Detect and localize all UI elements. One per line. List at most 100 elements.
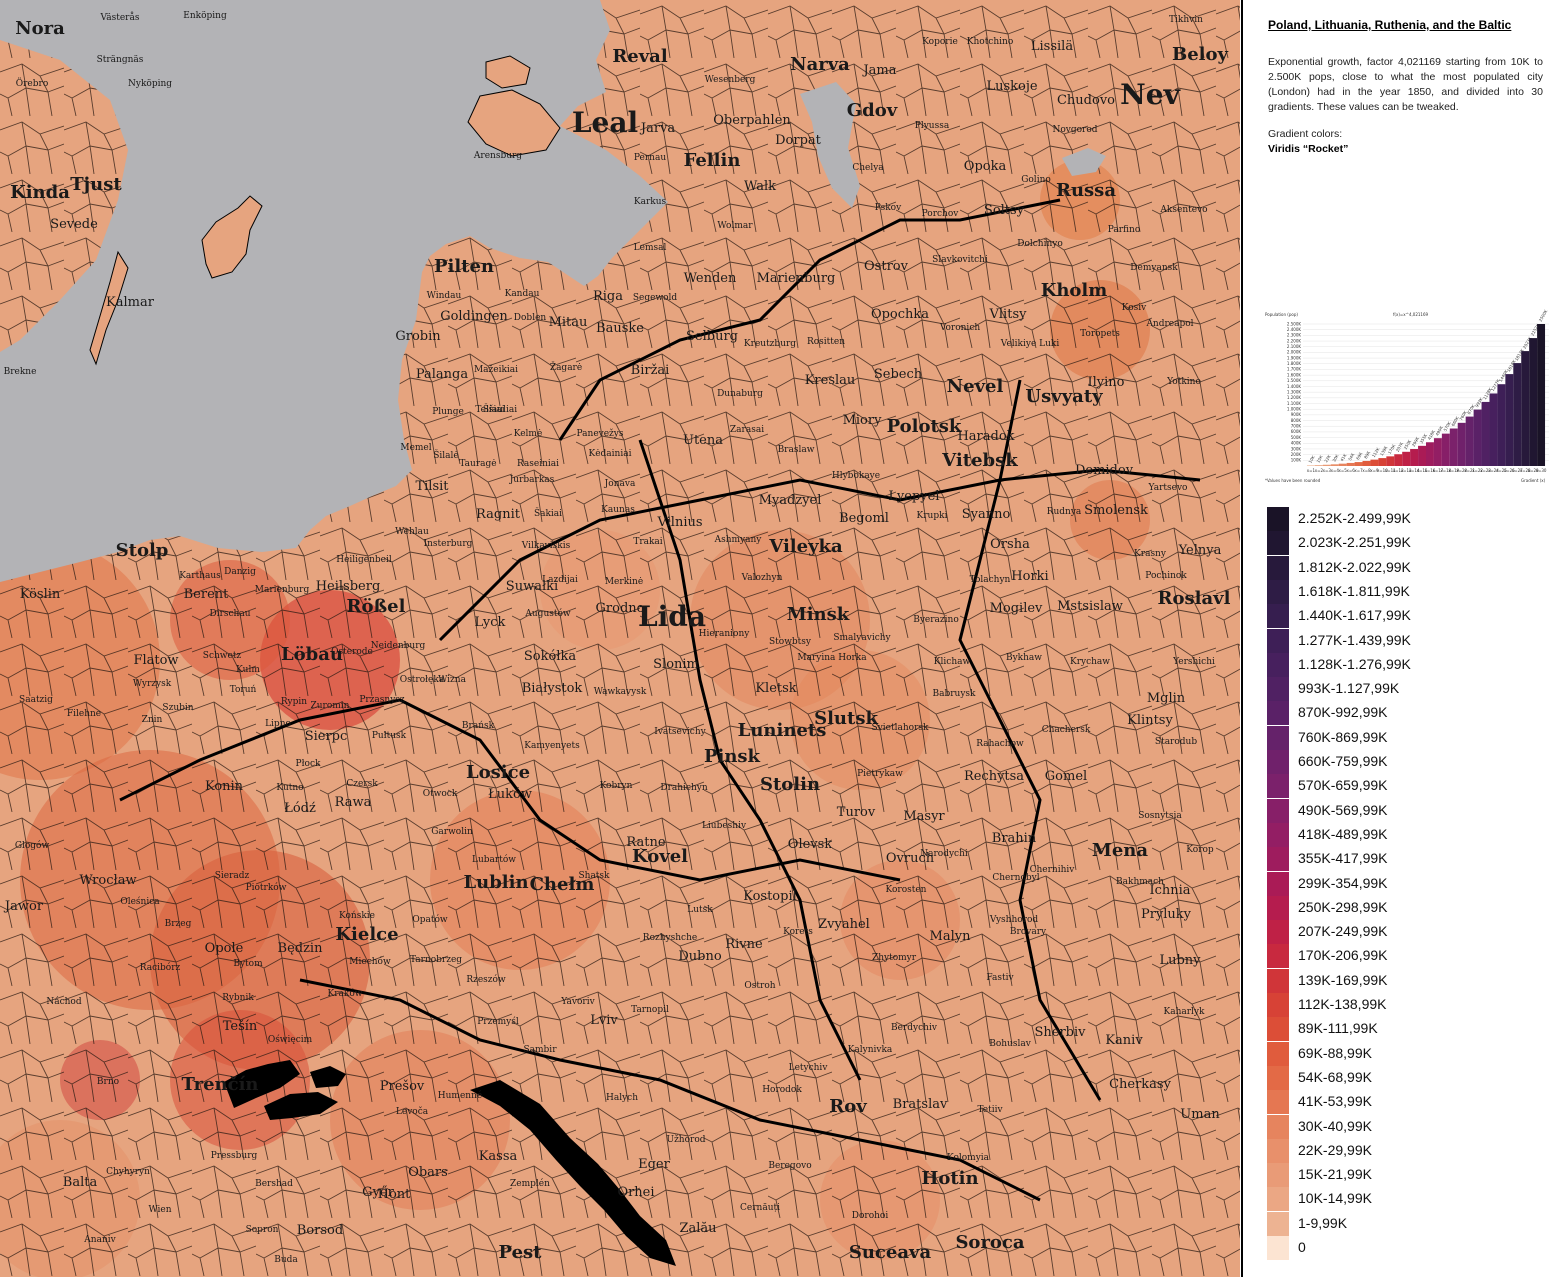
region-label: Voronich [939, 323, 981, 333]
region-label: Ostrołęka [400, 675, 445, 685]
chart-bar [1386, 456, 1395, 466]
region-label: Lutsk [687, 905, 713, 915]
legend-label: 870K-992,99K [1298, 704, 1388, 721]
region-label: Lemsal [634, 243, 667, 253]
region-label: Sopron [246, 1225, 279, 1235]
legend-swatch [1267, 1041, 1289, 1066]
legend-label: 760K-869,99K [1298, 728, 1388, 745]
legend-label: 170K-206,99K [1298, 947, 1388, 964]
chart-x-tick: x=16 [1425, 468, 1436, 473]
chart-bar [1378, 458, 1387, 466]
region-label: Konin [205, 779, 244, 794]
region-label: Byerazino [913, 615, 959, 625]
region-label: Eger [638, 1157, 671, 1172]
chart-x-label: Gradient (x) [1521, 478, 1546, 483]
chart-x-tick: x=23 [1480, 468, 1491, 473]
region-label: Krupki [917, 511, 948, 521]
region-label: Rositten [807, 337, 845, 347]
region-label: Ashmyany [714, 535, 763, 545]
region-label: Lida [638, 600, 706, 633]
legend-row: 0 [1267, 1236, 1527, 1260]
chart-bar [1410, 449, 1419, 466]
region-label: Tolachyn [970, 575, 1011, 585]
region-label: Begoml [839, 511, 889, 526]
region-label: Chełm [530, 874, 595, 895]
legend-label: 69K-88,99K [1298, 1044, 1372, 1061]
region-label: Aksentevo [1159, 205, 1207, 215]
chart-data-label: 10K [1307, 454, 1315, 464]
region-label: Miory [843, 413, 883, 428]
region-label: Heiligenbeil [336, 555, 392, 565]
chart-x-tick: x=2 [1315, 468, 1324, 473]
region-label: Gomel [1045, 769, 1087, 784]
region-label: Kolomyia [947, 1153, 990, 1163]
chart-x-tick: x=11 [1385, 468, 1396, 473]
region-label: Heilsberg [316, 579, 381, 594]
region-label: Hieraniony [699, 629, 751, 639]
saaremaa-island [467, 89, 561, 157]
chart-data-label: 1440K [1498, 369, 1509, 383]
region-label: Andreapol [1145, 319, 1193, 329]
legend-swatch [1267, 774, 1289, 799]
region-label: Trenčín [182, 1074, 259, 1095]
chart-bar [1394, 454, 1403, 466]
region-label: Ratne [626, 835, 665, 850]
region-label: Filehne [67, 709, 101, 719]
region-label: Marienburg [757, 271, 836, 286]
region-label: Sokółka [524, 649, 577, 664]
population-map[interactable]: Nora Västerås Enköping Strängnäs Nyköping Öre… [0, 0, 1240, 1277]
region-label: Piotrków [246, 882, 287, 893]
region-label: Šilalė [433, 449, 459, 461]
region-label: Khotchino [967, 37, 1014, 47]
region-label: Brno [97, 1077, 119, 1087]
region-label: Győr [362, 1185, 395, 1200]
mountain-range-3 [310, 1066, 346, 1088]
region-label: Žagarė [550, 361, 582, 373]
map-canvas[interactable]: Nora Västerås Enköping Strängnäs Nyköping Öre… [0, 0, 1240, 1277]
region-label: Wehlau [395, 527, 429, 537]
chart-y-tick: 1.000K [1287, 407, 1301, 412]
region-label: Brovary [1010, 927, 1047, 937]
region-label: Slutsk [814, 708, 878, 729]
hiiumaa-island [485, 55, 531, 89]
region-label: Yartsevo [1148, 483, 1188, 493]
chart-x-tick: x=6 [1346, 468, 1355, 473]
chart-x-tick: x=19 [1448, 468, 1459, 473]
region-label: Utena [683, 433, 723, 448]
legend-swatch [1267, 652, 1289, 677]
legend-swatch [1267, 798, 1289, 823]
legend-row: 418K-489,99K [1267, 822, 1527, 847]
region-label: Beregovo [768, 1161, 811, 1171]
region-label: Selburg [686, 329, 738, 344]
region-label: Masyr [903, 809, 945, 824]
region-label: Dorohoi [852, 1211, 889, 1221]
legend-swatch [1267, 993, 1289, 1017]
legend-label: 299K-354,99K [1298, 874, 1388, 891]
region-label: Tjust [70, 174, 122, 195]
region-label: Berdychiv [891, 1023, 938, 1033]
chart-x-tick: x=18 [1440, 468, 1451, 473]
chart-x-tick: x=30 [1536, 468, 1547, 473]
legend-swatch [1267, 701, 1289, 726]
region-label: Horodok [762, 1085, 802, 1095]
region-label: Ananiv [83, 1235, 116, 1245]
region-label: Dolchinyo [1017, 239, 1063, 249]
region-label: Fastiv [986, 973, 1014, 983]
chart-data-label: 207K [1395, 441, 1405, 453]
info-panel: Poland, Lithuania, Ruthenia, and the Bal… [1241, 0, 1564, 1277]
region-label: Bohuslav [989, 1039, 1031, 1049]
region-label: Końskie [339, 910, 375, 921]
region-label: Bauske [596, 321, 644, 336]
region-label: Yelnya [1178, 543, 1222, 558]
region-label: Korosten [886, 885, 927, 895]
chart-bar [1433, 438, 1442, 466]
region-label: Drahichyn [660, 783, 707, 793]
region-label: Miechów [349, 956, 391, 967]
region-label: Suceava [849, 1242, 932, 1263]
chart-x-tick: x=24 [1488, 468, 1499, 473]
region-label: Sambir [523, 1045, 557, 1055]
gotland-island [201, 195, 263, 279]
chart-bar [1362, 460, 1371, 466]
region-label: Kaunas [601, 505, 635, 515]
region-label: Narva [790, 54, 850, 75]
